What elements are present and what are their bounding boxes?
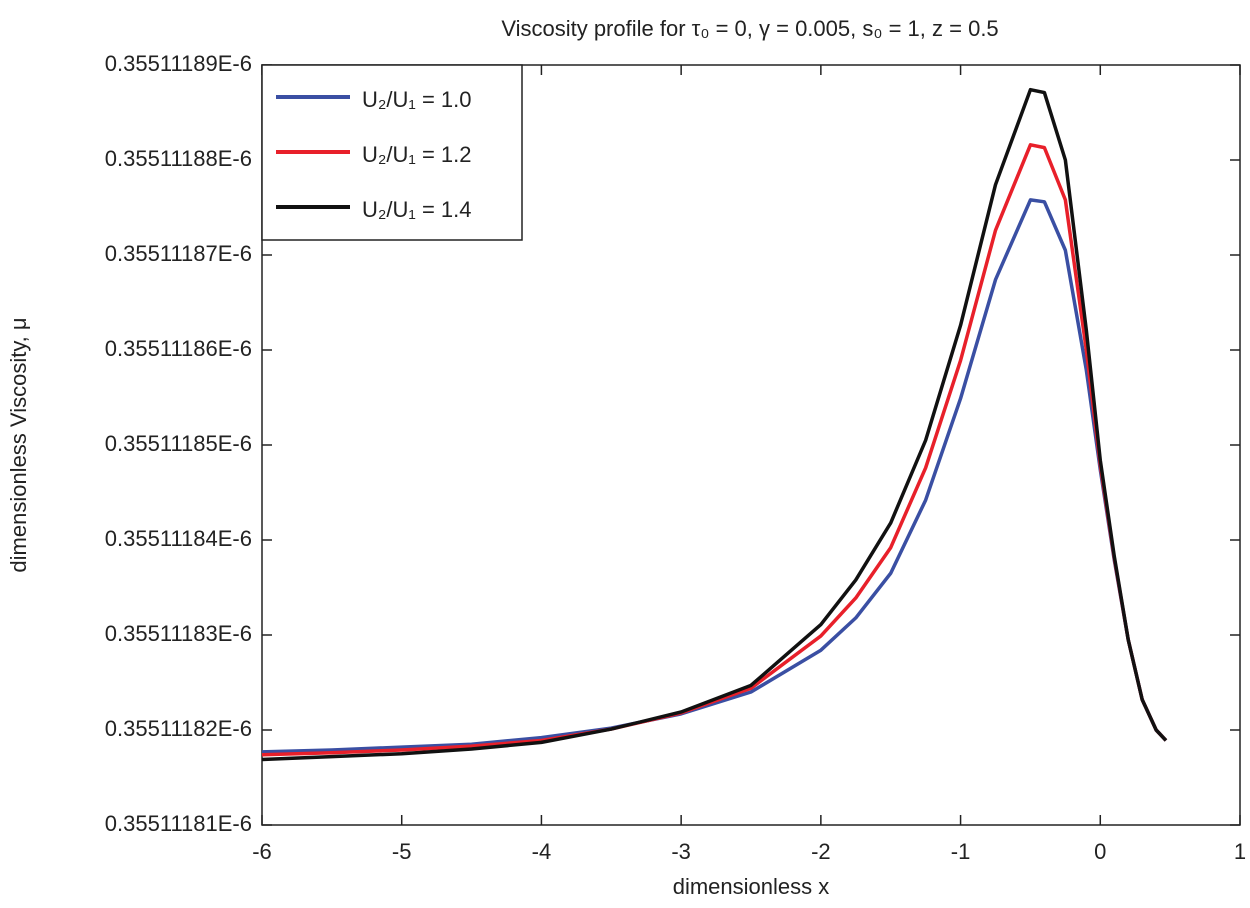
- legend-label: U₂/U₁ = 1.0: [362, 87, 472, 112]
- y-tick-label: 0.35511183E-6: [105, 621, 252, 646]
- x-tick-label: 0: [1094, 839, 1106, 864]
- y-axis-label: dimensionless Viscosity, μ: [6, 317, 31, 572]
- y-tick-label: 0.35511188E-6: [105, 146, 252, 171]
- y-tick-label: 0.35511189E-6: [105, 51, 252, 76]
- y-tick-label: 0.35511187E-6: [105, 241, 252, 266]
- y-tick-label: 0.35511185E-6: [105, 431, 252, 456]
- legend-label: U₂/U₁ = 1.4: [362, 197, 472, 222]
- x-tick-label: -3: [671, 839, 691, 864]
- x-axis-label: dimensionless x: [673, 874, 830, 899]
- y-tick-label: 0.35511184E-6: [105, 526, 252, 551]
- x-tick-label: -2: [811, 839, 831, 864]
- x-tick-label: -6: [252, 839, 272, 864]
- x-tick-label: -4: [532, 839, 552, 864]
- y-tick-label: 0.35511186E-6: [105, 336, 252, 361]
- x-tick-label: -5: [392, 839, 412, 864]
- y-tick-label: 0.35511182E-6: [105, 716, 252, 741]
- chart-title: Viscosity profile for τ₀ = 0, γ = 0.005,…: [501, 16, 998, 41]
- series-line: [261, 87, 1168, 762]
- legend-label: U₂/U₁ = 1.2: [362, 142, 472, 167]
- x-tick-label: -1: [951, 839, 971, 864]
- y-tick-label: 0.35511181E-6: [105, 811, 252, 836]
- x-tick-label: 1: [1234, 839, 1246, 864]
